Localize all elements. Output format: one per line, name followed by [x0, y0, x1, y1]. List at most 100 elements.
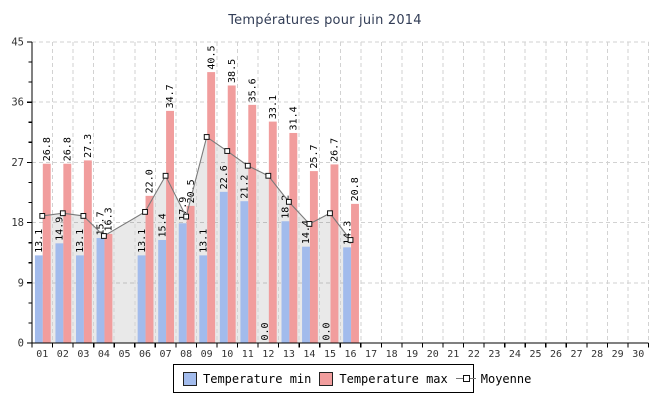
bar-min-label: 14.9: [55, 217, 66, 241]
bar-min: [281, 221, 290, 343]
bar-max: [289, 132, 298, 343]
bar-max: [248, 104, 257, 344]
x-tick-label: 21: [447, 349, 459, 360]
bar-min: [137, 255, 146, 343]
y-tick-label: 27: [11, 157, 24, 169]
y-tick-label: 18: [11, 217, 24, 229]
bar-max: [351, 203, 359, 343]
bar-min-label: 17.9: [178, 197, 189, 221]
x-tick-label: 02: [57, 349, 69, 360]
moyenne-point: [101, 233, 107, 239]
x-tick-label: 25: [529, 349, 541, 360]
bar-max-label: 33.1: [268, 95, 279, 119]
bar-max-label: 35.6: [247, 78, 258, 102]
x-tick-label: 17: [365, 349, 377, 360]
legend-moyenne-glyph: [455, 373, 476, 385]
x-tick-label: 06: [139, 349, 151, 360]
x-tick-label: 28: [591, 349, 603, 360]
bar-max-label: 27.3: [83, 134, 94, 158]
moyenne-point: [59, 210, 66, 217]
moyenne-point: [203, 134, 210, 140]
x-tick-label: 10: [221, 349, 233, 360]
x-tick-label: 05: [118, 349, 130, 360]
x-tick-label: 09: [201, 349, 213, 360]
x-tick-label: 26: [550, 349, 562, 360]
bar-min: [55, 243, 64, 343]
x-tick-label: 03: [77, 349, 89, 360]
legend-min-swatch: [183, 371, 197, 386]
y-tick-label: 9: [18, 277, 24, 289]
bar-min-label: 13.1: [198, 229, 209, 253]
moyenne-point: [80, 213, 87, 219]
x-tick-label: 15: [324, 349, 336, 360]
x-tick-label: 18: [386, 349, 398, 360]
bar-min-label: 13.1: [34, 229, 45, 253]
legend-moyenne-label: Moyenne: [480, 371, 532, 386]
bar-max: [145, 195, 154, 343]
bar-max-label: 31.4: [289, 106, 300, 130]
bar-min-label: 0.0: [322, 322, 333, 340]
y-tick-label: 45: [11, 37, 24, 49]
x-tick-label: 29: [612, 349, 624, 360]
x-tick-label: 12: [262, 349, 274, 360]
chart-title: Températures pour juin 2014: [228, 13, 422, 28]
moyenne-point: [285, 198, 292, 205]
bar-max: [63, 163, 72, 343]
bar-max: [166, 110, 174, 343]
moyenne-point: [327, 210, 333, 217]
bar-max-label: 40.5: [206, 46, 217, 70]
bar-min: [96, 237, 105, 343]
moyenne-point: [244, 162, 251, 169]
x-tick-label: 24: [509, 349, 521, 360]
x-tick-label: 04: [98, 349, 110, 360]
bar-max-label: 26.8: [62, 137, 73, 161]
bar-max-label: 38.5: [227, 59, 238, 83]
bar-max: [330, 164, 339, 343]
bar-max-label: 25.7: [309, 145, 320, 169]
bar-max: [83, 160, 92, 343]
x-tick-label: 13: [283, 349, 295, 360]
bar-max: [104, 233, 113, 343]
moyenne-point: [265, 172, 272, 179]
moyenne-point: [183, 213, 190, 220]
moyenne-point: [224, 148, 231, 154]
x-tick-label: 16: [345, 349, 357, 360]
x-tick-label: 11: [242, 349, 254, 360]
moyenne-point: [347, 237, 354, 243]
x-tick-label: 19: [406, 349, 418, 360]
bar-min-label: 14.4: [301, 220, 312, 244]
moyenne-point: [306, 221, 313, 227]
legend-min-label: Temperature min: [203, 371, 312, 386]
bar-min-label: 15.7: [96, 211, 107, 235]
bar-min: [199, 255, 208, 343]
bar-max: [268, 121, 277, 343]
bar-min-label: 21.2: [240, 175, 251, 199]
bar-max: [309, 171, 318, 343]
bar-min: [76, 255, 84, 343]
bar-max: [42, 163, 51, 343]
bar-min: [178, 223, 187, 343]
x-tick-label: 23: [488, 349, 500, 360]
bar-max: [186, 205, 195, 343]
bar-min: [302, 246, 310, 343]
bar-min: [343, 247, 352, 343]
bar-max-label: 20.8: [350, 177, 361, 201]
legend-max-label: Temperature max: [339, 371, 448, 386]
bar-max: [207, 72, 216, 343]
x-tick-label: 14: [303, 349, 315, 360]
bar-max-label: 20.5: [186, 179, 197, 203]
bar-max-label: 26.7: [330, 138, 341, 162]
bar-max-label: 22.0: [145, 169, 156, 193]
bar-min-label: 14.3: [342, 221, 353, 245]
legend-max-swatch: [319, 371, 334, 386]
moyenne-point: [39, 213, 46, 219]
x-tick-label: 07: [160, 349, 172, 360]
bar-min: [240, 201, 249, 343]
x-tick-label: 30: [632, 349, 644, 360]
bar-max-label: 26.8: [42, 137, 53, 161]
bar-max-label: 16.3: [104, 207, 115, 231]
bar-min-label: 0.0: [260, 322, 271, 340]
x-tick-label: 20: [427, 349, 439, 360]
bar-min-label: 15.4: [157, 213, 168, 237]
